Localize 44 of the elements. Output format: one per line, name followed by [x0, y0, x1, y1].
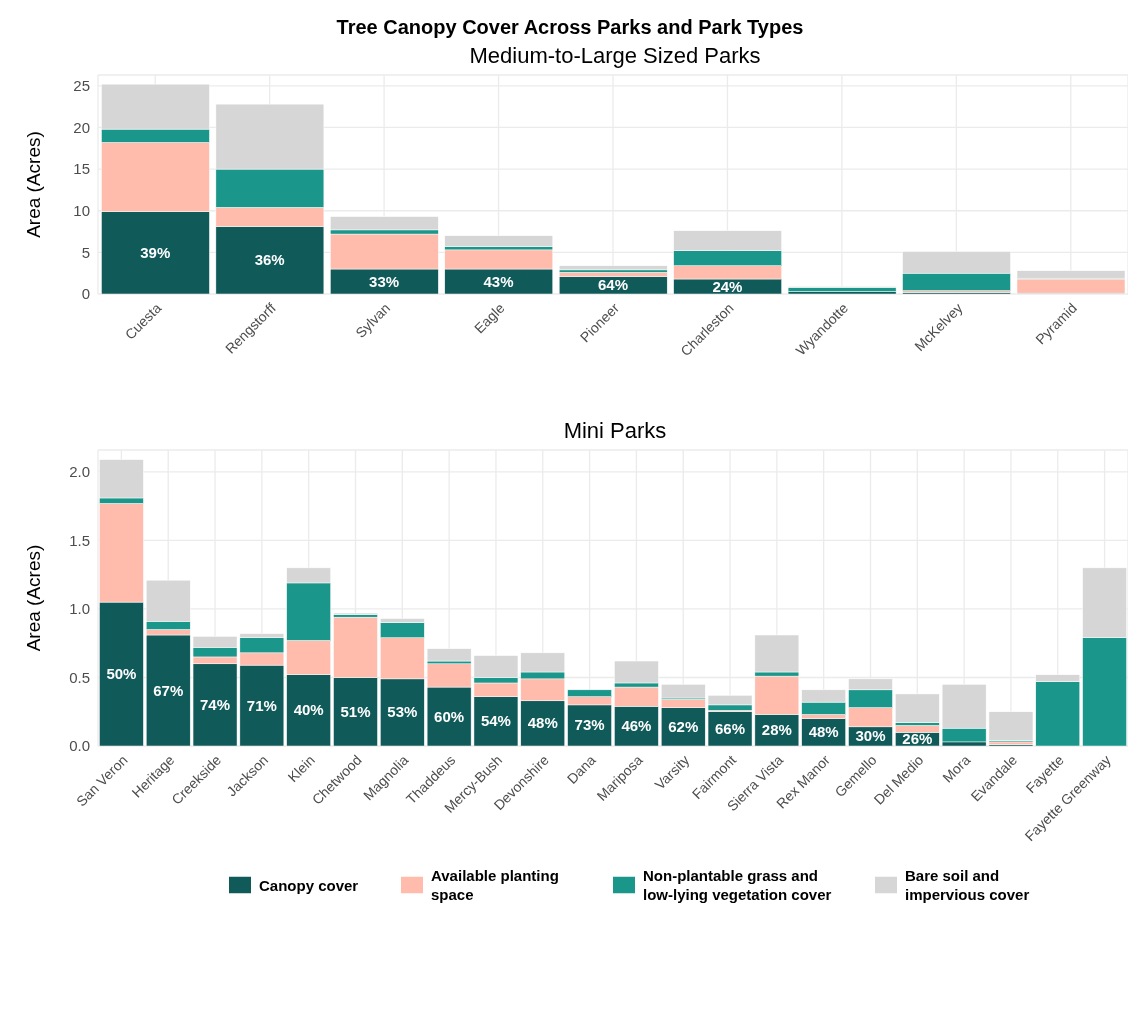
legend-label: Canopy cover [259, 875, 360, 895]
legend-label: Non-plantable grass and low-lying vegetation cover [643, 866, 833, 904]
annotation: 71% [246, 696, 277, 714]
annotation: 33% [369, 272, 400, 290]
chart-title: Mini Parks [562, 417, 668, 444]
y-tick-label: 25 [73, 77, 90, 95]
annotation: 64% [597, 276, 629, 294]
annotation: 48% [527, 714, 558, 732]
y-tick-label: 0 [81, 285, 90, 303]
annotation: 43% [483, 272, 514, 290]
y-axis-title: Area (Acres) [22, 131, 44, 238]
annotation: 36% [254, 251, 285, 269]
annotation: 26% [902, 730, 933, 748]
annotation: 46% [621, 717, 652, 735]
y-tick-label: 0.0 [69, 737, 90, 755]
annotation: 40% [293, 701, 324, 719]
annotation: 74% [200, 695, 231, 713]
annotation: 62% [668, 717, 699, 735]
y-tick-label: 2.0 [69, 463, 90, 481]
annotation: 24% [712, 277, 743, 295]
y-tick-label: 15 [73, 160, 90, 178]
y-axis-title: Area (Acres) [22, 544, 44, 652]
y-tick-label: 1.0 [69, 600, 90, 618]
annotation: 39% [140, 243, 171, 261]
annotation: 66% [715, 719, 746, 737]
y-tick-label: 0.5 [69, 668, 90, 686]
legend-label: Available planting space [431, 866, 560, 904]
y-tick-label: 5 [81, 243, 90, 261]
annotation: 67% [153, 681, 184, 699]
annotation: 28% [761, 721, 792, 739]
y-tick-label: 20 [73, 118, 90, 136]
chart-subtitle: Medium-to-Large Sized Parks [468, 42, 762, 69]
annotation: 30% [855, 727, 886, 745]
annotation: 53% [387, 703, 418, 721]
legend-label: Bare soil and impervious cover [905, 866, 1031, 904]
annotation: 54% [480, 712, 511, 730]
annotation: 48% [808, 723, 839, 741]
annotation: 60% [434, 707, 465, 725]
y-tick-label: 1.5 [69, 531, 90, 549]
chart-title: Tree Canopy Cover Across Parks and Park Types [335, 15, 805, 39]
y-tick-label: 10 [73, 202, 90, 220]
annotation: 73% [574, 716, 605, 734]
annotation: 50% [106, 665, 137, 683]
annotation: 51% [340, 702, 371, 720]
